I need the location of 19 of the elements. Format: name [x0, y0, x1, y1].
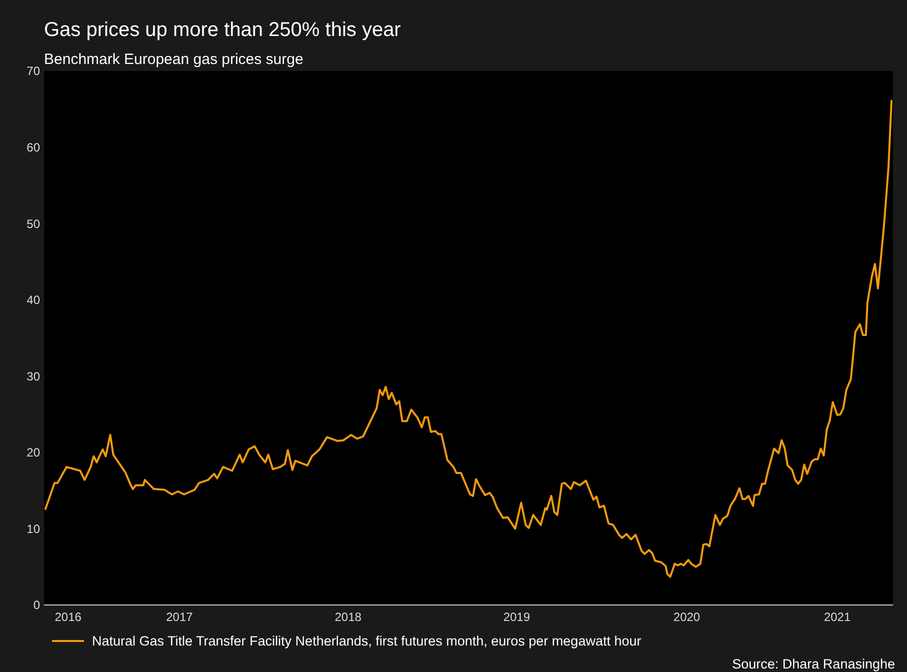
legend-label: Natural Gas Title Transfer Facility Netherlands, first futures month, euros per megawatt hour	[92, 634, 642, 649]
y-tick-label: 70	[26, 64, 40, 78]
x-tick-label: 2017	[166, 610, 194, 624]
y-tick-label: 20	[26, 446, 40, 460]
y-tick-label: 30	[26, 369, 40, 384]
y-tick-label: 60	[26, 140, 40, 154]
y-tick-label: 0	[33, 598, 40, 612]
x-tick-label: 2018	[334, 610, 362, 624]
y-tick-label: 10	[26, 522, 40, 536]
y-tick-label: 40	[26, 293, 40, 308]
line-series	[44, 100, 892, 578]
source-note: Source: Dhara Ranasinghe	[732, 656, 895, 672]
x-tick-label: 2021	[824, 610, 851, 624]
x-tick-label: 2016	[54, 610, 82, 624]
chart-title: Gas prices up more than 250% this year	[44, 19, 402, 41]
x-tick-label: 2020	[673, 610, 700, 624]
y-tick-label: 50	[26, 216, 40, 231]
x-tick-label: 2019	[503, 610, 530, 624]
chart-subtitle: Benchmark European gas prices surge	[44, 51, 304, 68]
